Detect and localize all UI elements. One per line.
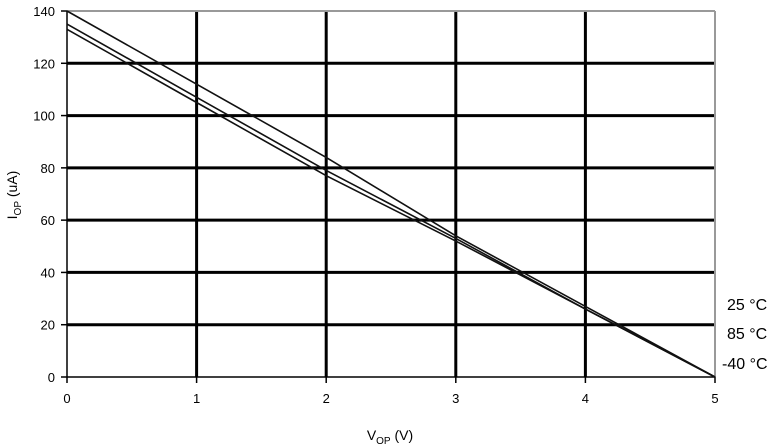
legend-label-85c: 85 °C: [727, 326, 767, 343]
legend-label-25c: 25 °C: [727, 297, 767, 314]
y-axis-label: IOP (uA): [4, 171, 24, 220]
series-line-0: [66, 10, 716, 378]
y-tick-label: 0: [48, 370, 55, 385]
y-tick-label: 20: [41, 318, 55, 333]
x-tick-label: 3: [452, 391, 459, 406]
grid: [67, 11, 715, 377]
y-tick-label: 80: [41, 161, 55, 176]
y-tick-label: 60: [41, 213, 55, 228]
x-tick-label: 2: [323, 391, 330, 406]
y-tick-label: 140: [33, 4, 55, 19]
x-tick-label: 0: [63, 391, 70, 406]
x-tick-label: 1: [193, 391, 200, 406]
series-line-2: [66, 28, 716, 378]
y-tick-label: 40: [41, 265, 55, 280]
y-tick-labels: 0 20 40 60 80 100 120 140: [33, 4, 55, 385]
y-tick-label: 100: [33, 109, 55, 124]
plot-frame: [61, 10, 716, 383]
legend-label-minus40c: -40 °C: [722, 356, 768, 373]
legend: 25 °C 85 °C -40 °C: [722, 297, 768, 373]
x-tick-label: 5: [711, 391, 718, 406]
y-tick-label: 120: [33, 56, 55, 71]
x-tick-labels: 0 1 2 3 4 5: [63, 391, 718, 406]
series-lines: [66, 10, 716, 378]
x-axis-label: VOP (V): [367, 427, 413, 445]
x-tick-label: 4: [582, 391, 589, 406]
